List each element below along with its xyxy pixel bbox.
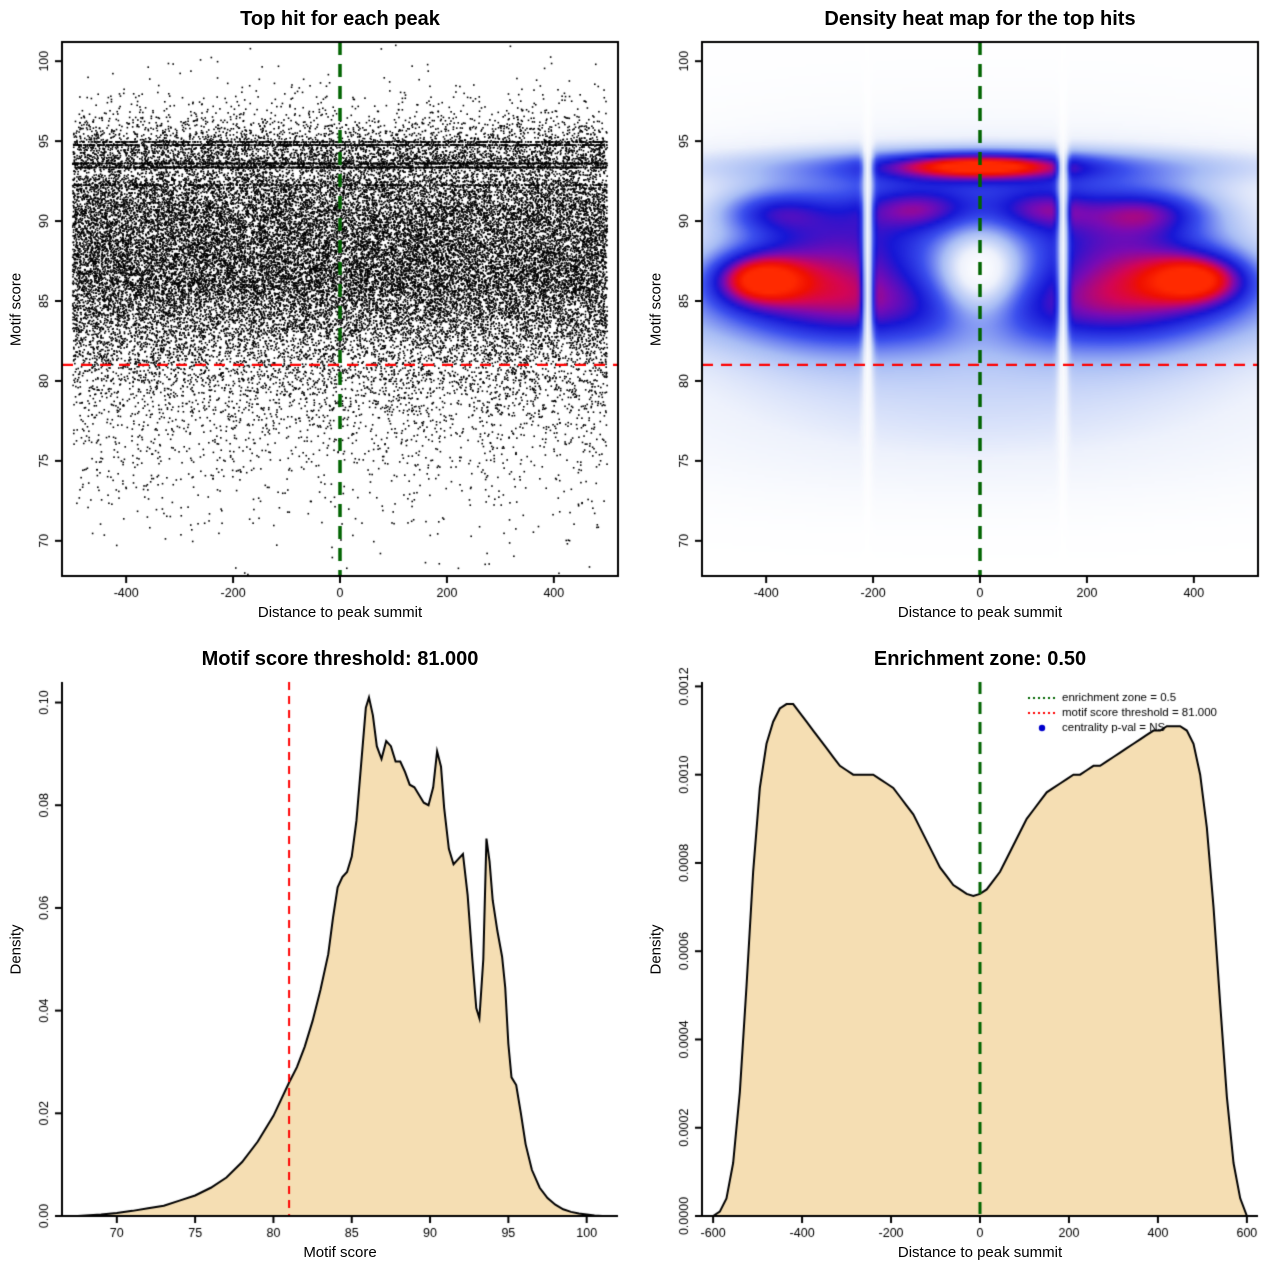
y-axis-label: Density (7, 924, 25, 975)
chart-title: Enrichment zone: 0.50 (873, 648, 1087, 670)
chart-title: Motif score threshold: 81.000 (201, 648, 479, 670)
panel-motif-score-density: Motif score threshold: 81.000 Motif scor… (0, 640, 640, 1280)
density-heatmap-plot (640, 0, 1280, 640)
panel-distance-density: Enrichment zone: 0.50 Distance to peak s… (640, 640, 1280, 1280)
chart-title: Top hit for each peak (240, 8, 440, 30)
y-axis-label: Motif score (7, 272, 25, 347)
panel-density-heatmap: Density heat map for the top hits Distan… (640, 0, 1280, 640)
x-axis-label: Distance to peak summit (897, 1244, 1063, 1261)
motif-score-density-plot (0, 640, 640, 1280)
x-axis-label: Distance to peak summit (257, 604, 423, 621)
panel-top-hit-scatter: Top hit for each peak Distance to peak s… (0, 0, 640, 640)
x-axis-label: Motif score (303, 1244, 377, 1261)
y-axis-label: Density (647, 924, 665, 975)
chart-title: Density heat map for the top hits (824, 8, 1136, 30)
distance-density-plot (640, 640, 1280, 1280)
x-axis-label: Distance to peak summit (897, 604, 1063, 621)
top-hit-scatter-plot (0, 0, 640, 640)
y-axis-label: Motif score (647, 272, 665, 347)
